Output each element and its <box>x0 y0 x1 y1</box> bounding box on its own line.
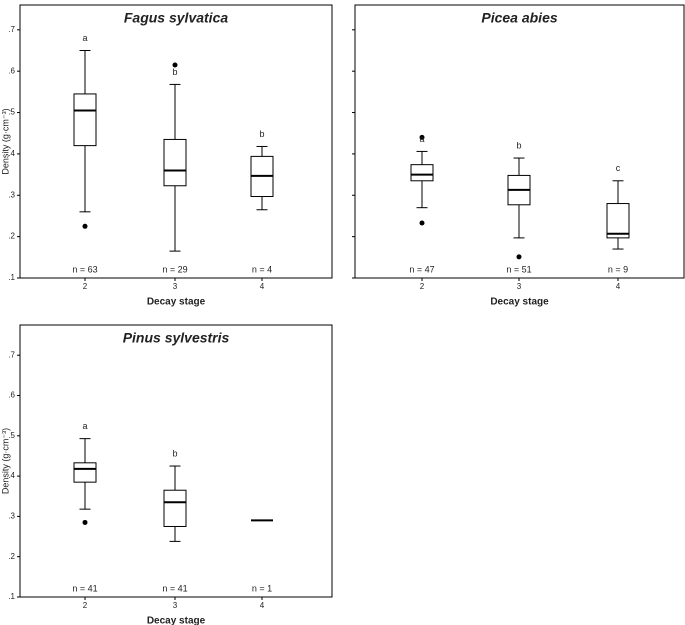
x-tick-label: 3 <box>517 282 522 291</box>
y-tick-label: .6 <box>8 66 15 75</box>
chart-panel: .1 .2 .3 .4 .5 .6 .7 Pinus sylvestris Decay stag… <box>0 324 333 625</box>
outlier <box>82 519 88 525</box>
n-label: n = 51 <box>506 264 531 274</box>
outlier <box>419 220 425 226</box>
outlier <box>516 254 522 260</box>
y-axis-label: Density (g·cm⁻³) <box>0 108 10 174</box>
y-tick-label: .5 <box>8 108 15 117</box>
box <box>73 462 97 483</box>
y-tick-label: .6 <box>8 391 15 400</box>
x-tick-label: 4 <box>260 282 265 291</box>
x-tick-label: 2 <box>83 282 88 291</box>
x-axis-label: Decay stage <box>147 297 206 308</box>
group-letter: a <box>419 134 424 144</box>
n-label: n = 63 <box>72 264 97 274</box>
chart-title: Fagus sylvatica <box>124 10 228 26</box>
y-tick-label: .3 <box>8 512 15 521</box>
outlier <box>419 134 425 140</box>
x-tick-label: 4 <box>616 282 621 291</box>
y-tick-label: .4 <box>8 149 15 158</box>
y-tick-label: .2 <box>8 232 15 241</box>
n-label: n = 4 <box>252 264 272 274</box>
box <box>410 164 434 182</box>
n-label: n = 47 <box>409 264 434 274</box>
y-tick-label: .3 <box>8 190 15 199</box>
n-label: n = 41 <box>72 583 97 593</box>
y-tick-label: .1 <box>8 273 15 282</box>
x-tick-label: 4 <box>260 601 265 610</box>
n-label: n = 41 <box>162 583 187 593</box>
y-tick-label: .7 <box>8 25 15 34</box>
group-letter: a <box>82 33 87 43</box>
y-tick-label: .2 <box>8 552 15 561</box>
y-tick-label: .4 <box>8 471 15 480</box>
plot-frame <box>19 324 333 598</box>
box <box>73 93 97 147</box>
x-tick-label: 2 <box>420 282 425 291</box>
x-tick-label: 3 <box>173 601 178 610</box>
n-label: n = 1 <box>252 583 272 593</box>
n-label: n = 9 <box>608 264 628 274</box>
chart-panel: .1 .2 .3 .4 .5 .6 .7 Fagus sylvatica Decay stage… <box>0 4 333 308</box>
group-letter: b <box>516 140 521 150</box>
y-tick-label: .1 <box>8 592 15 601</box>
x-axis-label: Decay stage <box>147 616 206 625</box>
group-letter: a <box>82 421 87 431</box>
box <box>606 203 630 239</box>
y-tick-label: .5 <box>8 431 15 440</box>
n-label: n = 29 <box>162 264 187 274</box>
box <box>163 138 187 187</box>
chart-title: Picea abies <box>481 10 557 26</box>
group-letter: b <box>259 129 264 139</box>
chart-title: Pinus sylvestris <box>123 330 230 346</box>
outlier <box>82 223 88 229</box>
chart-panel: Picea abies Decay stage a n = 47 2 b n = 51 3 c n… <box>352 4 685 308</box>
y-tick-label: .7 <box>8 350 15 359</box>
y-axis-label: Density (g·cm⁻³) <box>0 428 10 494</box>
group-letter: b <box>172 448 177 458</box>
group-letter: c <box>616 163 621 173</box>
x-axis-label: Decay stage <box>490 297 549 308</box>
x-tick-label: 2 <box>83 601 88 610</box>
group-letter: b <box>172 67 177 77</box>
outlier <box>172 62 178 68</box>
x-tick-label: 3 <box>173 282 178 291</box>
box <box>163 489 187 527</box>
